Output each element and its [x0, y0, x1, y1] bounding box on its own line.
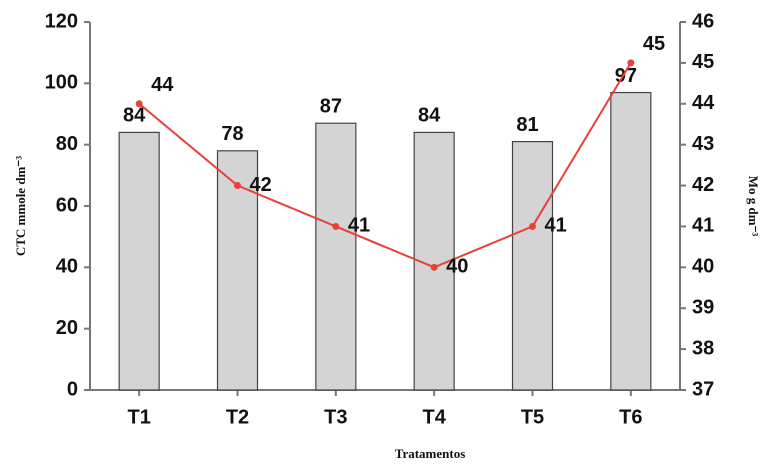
line-data-label: 41: [545, 215, 567, 237]
line-data-label: 45: [643, 33, 665, 55]
y2-tick-label: 37: [692, 378, 714, 400]
line-point: [332, 222, 340, 230]
y2-tick-label: 45: [692, 51, 714, 73]
y2-tick-label: 46: [692, 10, 714, 32]
x-tick-label: T1: [127, 406, 150, 428]
y-tick-label: 120: [45, 10, 78, 32]
y-tick-label: 80: [56, 133, 78, 155]
y2-tick-label: 43: [692, 133, 714, 155]
line-point: [234, 182, 241, 190]
y-tick-label: 100: [45, 72, 78, 94]
line-point: [430, 263, 438, 271]
x-tick-label: T6: [619, 406, 642, 428]
bar-data-label: 81: [516, 114, 538, 136]
line-point: [135, 100, 143, 108]
line-point: [529, 222, 536, 230]
y2-tick-label: 42: [692, 174, 714, 196]
x-axis-label: Tratamentos: [395, 446, 466, 461]
y-tick-label: 20: [56, 317, 78, 339]
y2-tick-label: 41: [692, 215, 714, 237]
y2-tick-label: 40: [692, 256, 714, 278]
line-point: [627, 59, 635, 67]
bar: [511, 141, 554, 391]
bar-data-label: 84: [123, 105, 146, 127]
bar: [315, 122, 357, 391]
line-data-label: 41: [348, 215, 370, 237]
y-axis-label: CTC mmole dm⁻³: [13, 156, 28, 256]
bar-data-label: 84: [418, 105, 441, 127]
line-data-label: 40: [446, 256, 468, 278]
x-tick-label: T2: [226, 406, 249, 428]
y2-tick-label: 38: [692, 337, 714, 359]
bar: [610, 91, 652, 391]
line: [138, 62, 632, 269]
line-data-label: 44: [151, 74, 174, 96]
bar-data-label: 87: [320, 95, 342, 117]
x-tick-label: T3: [324, 406, 347, 428]
y-tick-label: 40: [56, 256, 78, 278]
bar-data-label: 78: [221, 123, 243, 145]
y-tick-label: 0: [67, 378, 78, 400]
y2-tick-label: 39: [692, 297, 714, 319]
x-tick-label: T5: [521, 406, 544, 428]
y2-axis-label: Mo g dm⁻³: [746, 176, 761, 237]
x-tick-label: T4: [422, 406, 446, 428]
line-data-label: 42: [250, 174, 272, 196]
y-tick-label: 60: [56, 194, 78, 216]
bar: [118, 131, 160, 391]
y2-tick-label: 44: [692, 92, 715, 114]
